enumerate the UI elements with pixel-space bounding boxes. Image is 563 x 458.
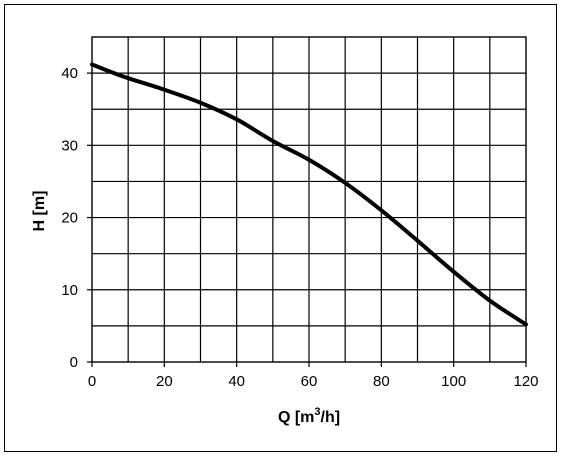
y-tick-label: 10	[61, 282, 78, 299]
y-axis-ticks: 0 10 20 30 40	[61, 65, 92, 371]
series-line	[90, 62, 528, 327]
x-tick-label: 0	[88, 373, 96, 390]
x-tick-label: 20	[156, 373, 173, 390]
y-tick-label: 30	[61, 137, 78, 154]
y-tick-label: 0	[70, 354, 78, 371]
x-tick-label: 40	[228, 373, 245, 390]
x-tick-label: 100	[441, 373, 466, 390]
x-tick-label: 60	[301, 373, 318, 390]
y-axis-title: H [m]	[31, 191, 48, 232]
x-axis-title-superscript: 3	[314, 406, 320, 418]
x-axis-ticks: 0 20 40 60 80 100 120	[88, 362, 539, 390]
pump-curve-chart: 0 20 40 60 80 100 120 0 10 20 30 40 Q [m3/h] H [m]	[31, 36, 539, 426]
x-axis-title: Q [m3/h]	[278, 406, 340, 426]
x-tick-label: 120	[513, 373, 538, 390]
y-tick-label: 40	[61, 65, 78, 82]
chart-frame: 0 20 40 60 80 100 120 0 10 20 30 40 Q [m3/h] H [m]	[4, 4, 557, 452]
x-tick-label: 80	[373, 373, 390, 390]
grid-lines	[92, 37, 526, 362]
x-axis-title-base: Q [m	[278, 409, 314, 426]
y-tick-label: 20	[61, 210, 78, 227]
x-axis-title-tail: /h]	[321, 409, 341, 426]
